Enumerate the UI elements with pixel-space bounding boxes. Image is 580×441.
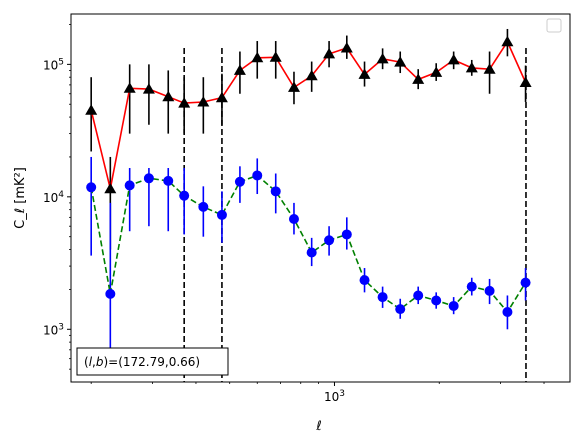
data-point-circle	[502, 307, 513, 318]
data-point-triangle	[447, 53, 460, 65]
data-point-triangle	[430, 66, 443, 77]
data-point-triangle	[483, 63, 496, 74]
plot-area	[85, 28, 532, 382]
axes-frame	[70, 13, 571, 383]
data-point-triangle	[519, 76, 532, 87]
y-tick-label-2: 105	[43, 57, 64, 72]
data-point-circle	[216, 209, 227, 220]
legend-frame	[546, 18, 562, 33]
data-point-triangle	[215, 91, 228, 103]
legend-box	[546, 18, 562, 33]
annotation-text: (l,b)=(172.79,0.66)	[84, 355, 200, 369]
data-point-circle	[105, 288, 116, 299]
series-layer	[85, 28, 532, 359]
data-point-triangle	[85, 104, 98, 115]
data-point-triangle	[323, 47, 336, 59]
data-point-circle	[413, 290, 424, 301]
data-point-circle	[163, 175, 174, 186]
data-point-triangle	[501, 35, 514, 47]
data-point-triangle	[465, 61, 478, 73]
y-tick-label-1: 104	[43, 190, 64, 205]
data-point-triangle	[305, 69, 318, 81]
data-point-circle	[466, 281, 477, 292]
data-point-circle	[198, 201, 209, 212]
data-point-triangle	[123, 82, 136, 93]
x-axis-label: ℓ	[315, 419, 321, 434]
data-point-circle	[306, 247, 317, 258]
data-point-triangle	[394, 56, 407, 67]
x-tick-label-0: 103	[324, 389, 345, 404]
data-point-circle	[359, 275, 370, 286]
data-point-triangle	[251, 51, 264, 63]
data-point-circle	[234, 176, 245, 187]
series-0	[85, 28, 532, 250]
data-point-triangle	[358, 68, 371, 79]
data-point-circle	[341, 229, 352, 240]
series-1	[86, 156, 531, 359]
data-point-triangle	[340, 42, 353, 53]
ticks-layer: 103 103 104 105	[43, 24, 545, 404]
data-point-circle	[143, 173, 154, 184]
data-point-triangle	[288, 81, 300, 92]
annotation-box: (l,b)=(172.79,0.66)	[76, 347, 229, 376]
y-tick-label-0: 103	[43, 322, 64, 337]
annotation-frame	[76, 347, 229, 376]
data-point-triangle	[104, 182, 117, 194]
data-point-circle	[270, 186, 281, 197]
data-point-circle	[252, 170, 263, 181]
data-point-circle	[288, 214, 299, 225]
data-point-circle	[520, 277, 531, 288]
data-point-circle	[395, 304, 406, 315]
data-point-circle	[448, 300, 459, 311]
y-axis-label: C_ℓ [mK²]	[13, 167, 28, 229]
data-point-circle	[484, 285, 495, 296]
data-point-circle	[324, 235, 335, 246]
data-point-triangle	[269, 51, 282, 62]
data-point-circle	[179, 190, 190, 201]
data-point-triangle	[162, 90, 175, 102]
data-point-triangle	[376, 52, 389, 64]
data-point-circle	[431, 295, 442, 306]
data-point-triangle	[197, 96, 210, 107]
data-point-circle	[377, 292, 388, 303]
data-point-triangle	[233, 64, 246, 75]
data-point-triangle	[412, 73, 425, 84]
data-point-triangle	[142, 83, 155, 94]
data-point-circle	[124, 180, 135, 191]
data-point-triangle	[178, 97, 191, 108]
data-point-circle	[86, 182, 97, 193]
